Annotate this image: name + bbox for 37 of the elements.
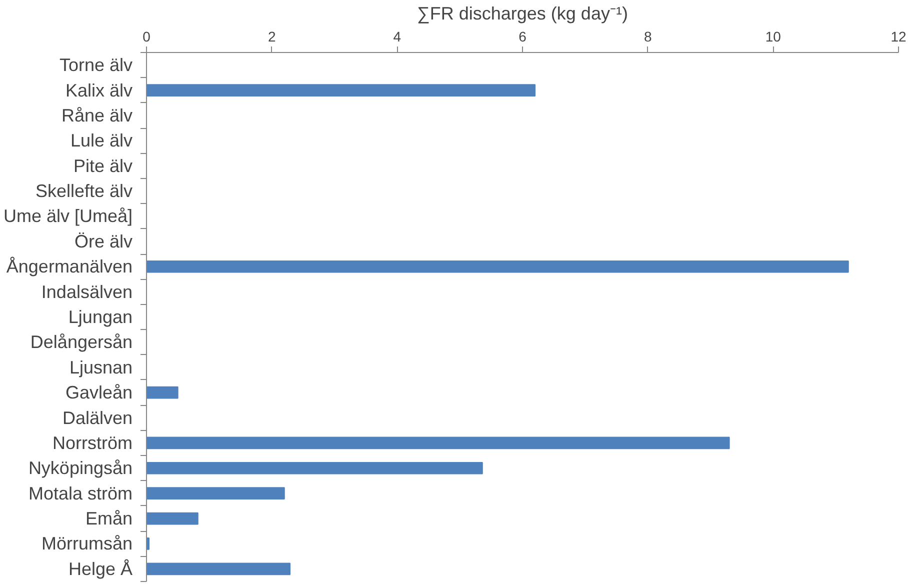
y-tick-label: Ångermanälven bbox=[6, 256, 133, 277]
y-tick-label: Kalix älv bbox=[65, 80, 133, 100]
bar bbox=[146, 386, 178, 399]
y-tick-label: Torne älv bbox=[59, 55, 133, 76]
x-tick-label: 4 bbox=[393, 28, 402, 44]
bar bbox=[146, 260, 849, 273]
bar bbox=[146, 462, 483, 474]
x-tick-label: 2 bbox=[268, 28, 276, 44]
x-tick-label: 10 bbox=[765, 28, 782, 44]
y-tick-label: Skellefte älv bbox=[35, 181, 133, 202]
y-tick-label: Nyköpingsån bbox=[28, 458, 132, 478]
y-tick-label: Indalsälven bbox=[41, 282, 133, 302]
x-tick-label: 8 bbox=[644, 28, 652, 44]
bar bbox=[146, 436, 730, 450]
y-tick-label: Gavleån bbox=[65, 382, 133, 403]
x-tick-label: 6 bbox=[518, 28, 527, 44]
y-tick-label: Pite älv bbox=[73, 156, 133, 176]
x-tick-label: 12 bbox=[890, 28, 906, 44]
y-tick-label: Dalälven bbox=[62, 408, 133, 428]
y-tick-label: Delångersån bbox=[30, 332, 133, 352]
bar bbox=[146, 84, 536, 96]
y-tick-label: Lule älv bbox=[70, 130, 133, 151]
bar bbox=[146, 562, 291, 576]
y-tick-label: Ume älv [Umeå] bbox=[3, 206, 133, 226]
y-tick-label: Motala ström bbox=[28, 483, 133, 504]
bar bbox=[146, 512, 198, 525]
y-tick-label: Råne älv bbox=[61, 105, 133, 126]
y-tick-label: Helge Å bbox=[68, 558, 133, 579]
x-axis-title: ∑FR discharges (kg day⁻¹) bbox=[417, 4, 628, 24]
bar bbox=[146, 487, 285, 500]
y-tick-label: Ljusnan bbox=[69, 357, 133, 378]
y-tick-label: Norrström bbox=[52, 432, 132, 453]
x-tick-label: 0 bbox=[142, 28, 151, 44]
y-tick-label: Mörrumsån bbox=[41, 534, 133, 554]
y-tick-label: Ljungan bbox=[68, 307, 133, 327]
y-tick-label: Emån bbox=[85, 508, 133, 529]
y-tick-label: Öre älv bbox=[74, 231, 133, 252]
